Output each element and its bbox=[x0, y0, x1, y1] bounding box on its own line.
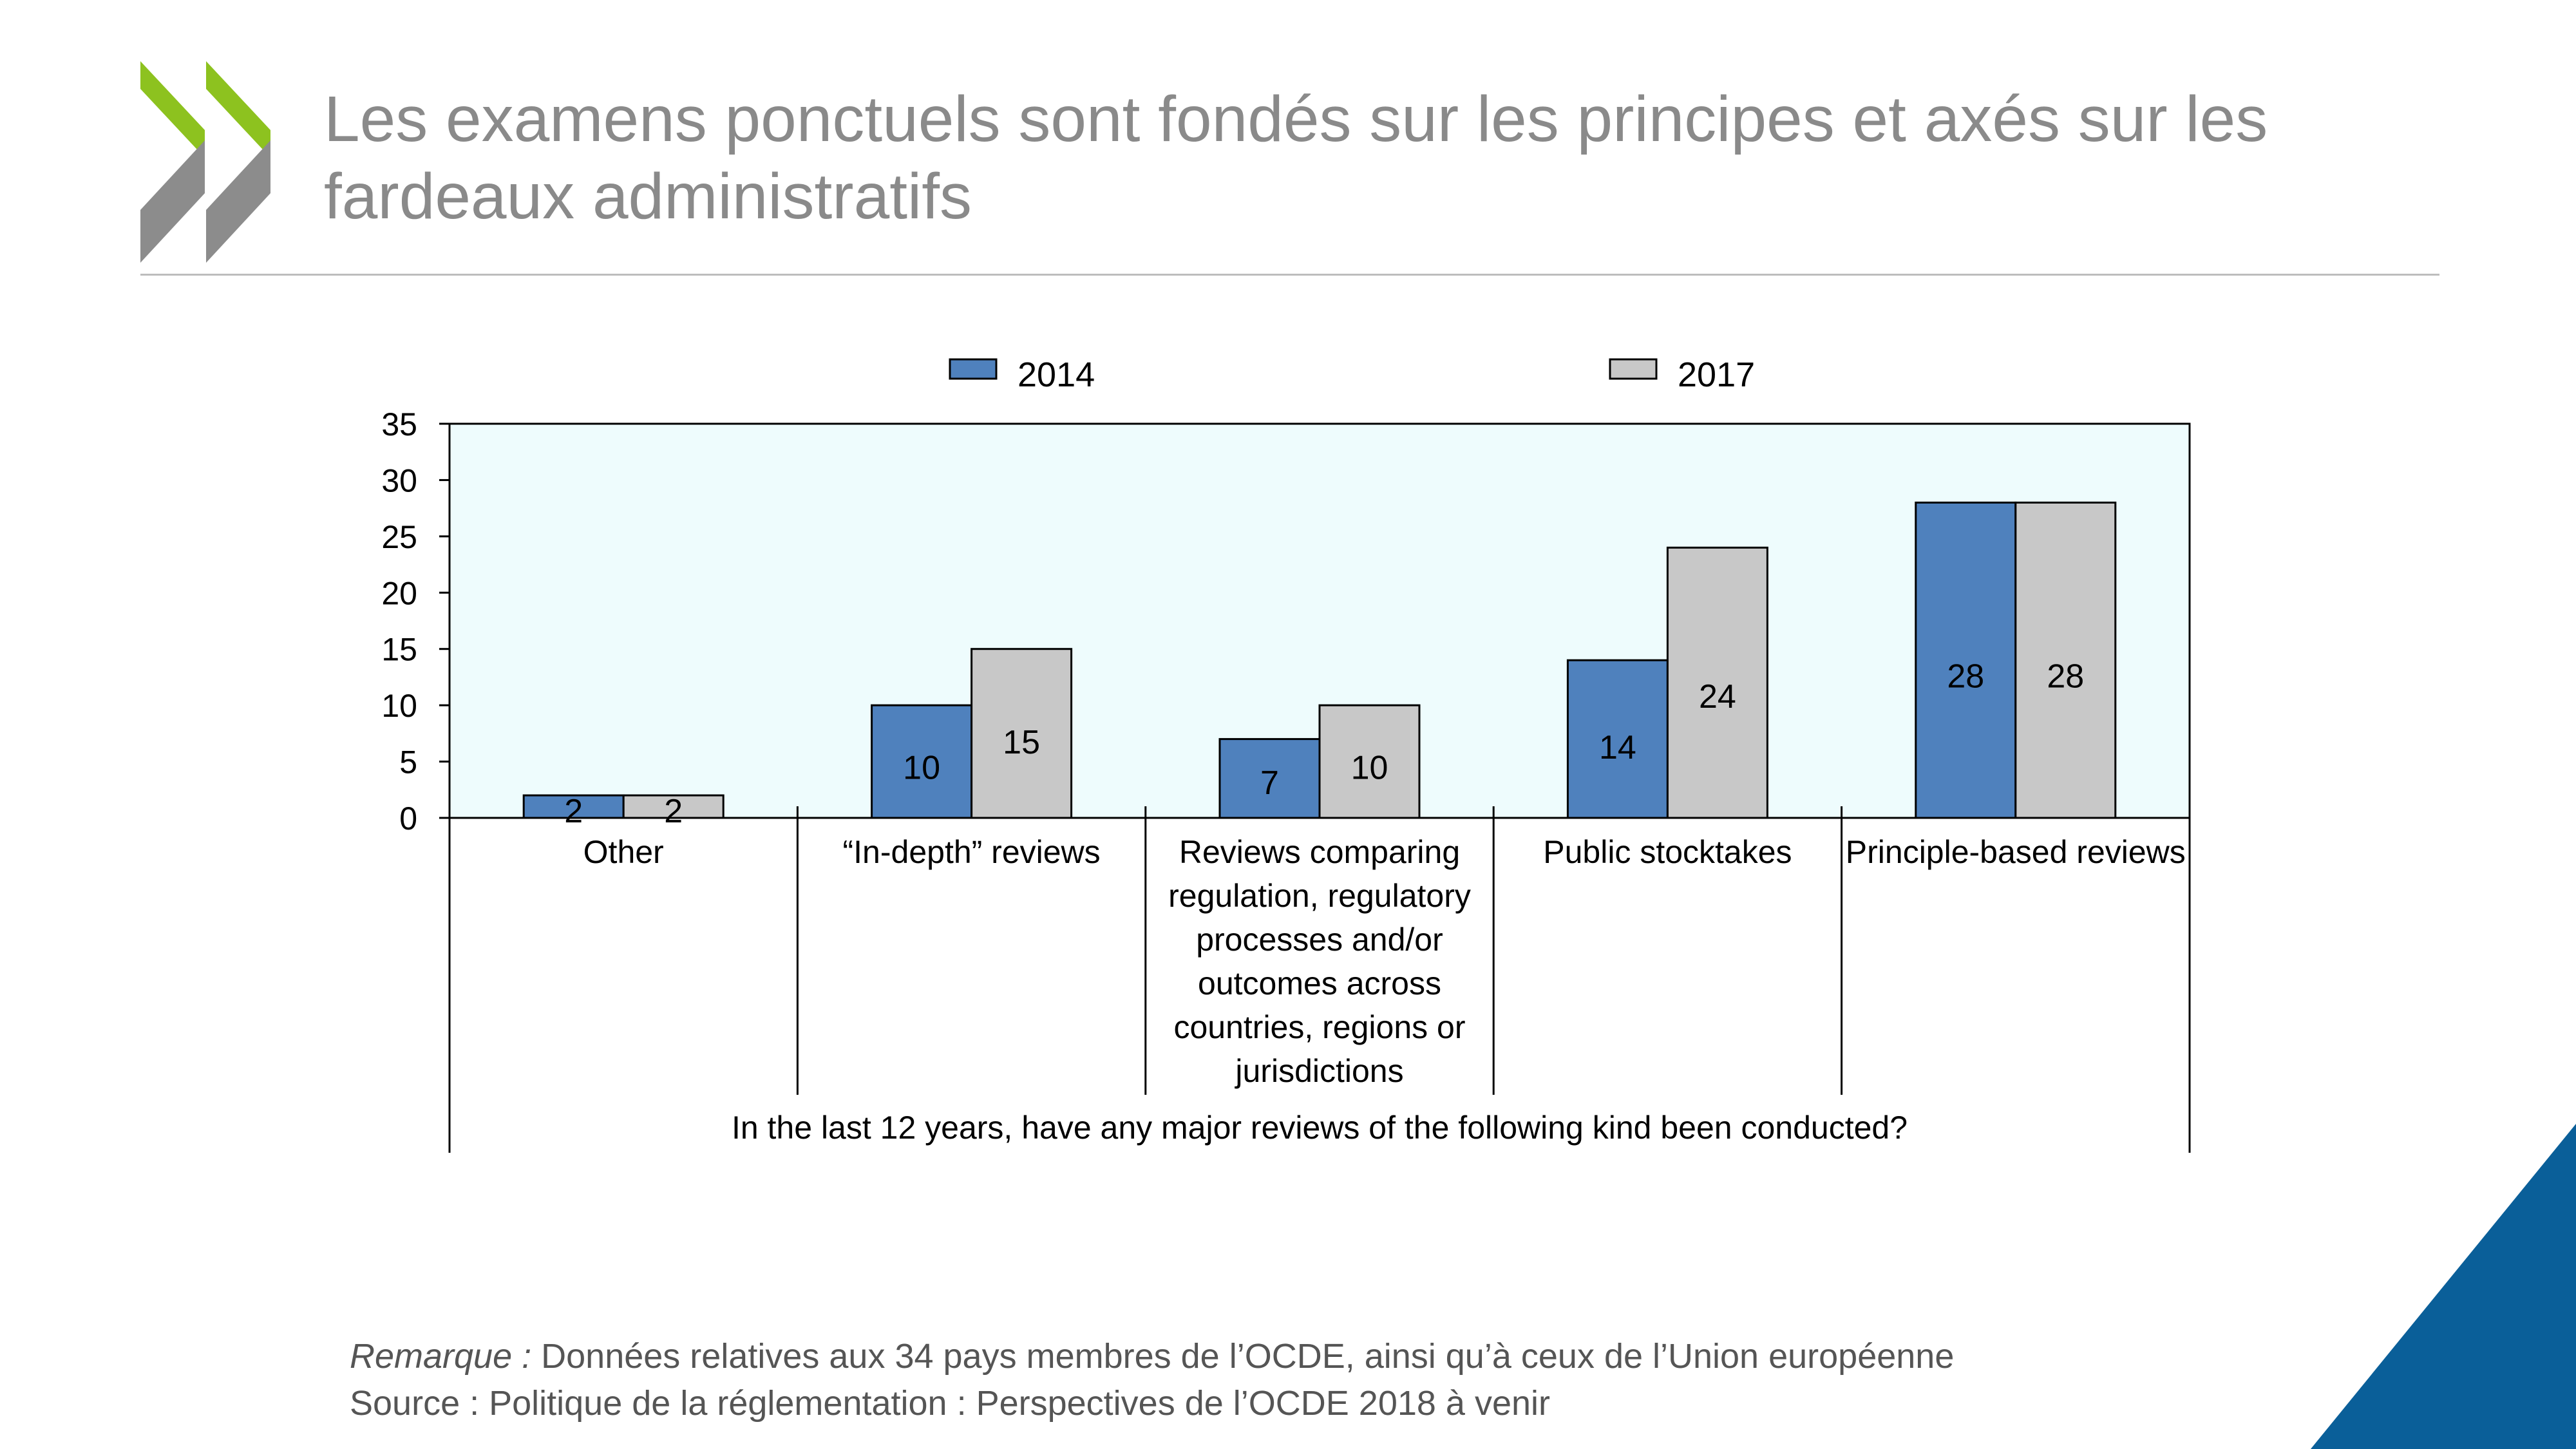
data-label-2017-3: 24 bbox=[1699, 678, 1736, 715]
data-label-2014-1: 10 bbox=[903, 749, 940, 786]
bar-2017-3 bbox=[1666, 546, 1768, 819]
category-label-0-0: Other bbox=[583, 834, 664, 870]
legend-swatch-2014 bbox=[949, 358, 998, 380]
note-text: Données relatives aux 34 pays membres de… bbox=[531, 1337, 1955, 1376]
y-tick-label-2: 10 bbox=[381, 688, 417, 724]
data-label-2014-3: 14 bbox=[1599, 729, 1636, 766]
y-tick-label-0: 0 bbox=[399, 800, 417, 837]
chart-source: Source : Politique de la réglementation … bbox=[350, 1384, 1551, 1423]
y-tick-label-6: 30 bbox=[381, 462, 417, 498]
data-label-2017-0: 2 bbox=[664, 793, 683, 830]
y-tick-label-3: 15 bbox=[381, 632, 417, 668]
bar-2014-3 bbox=[1566, 659, 1669, 819]
bar-2014-4 bbox=[1915, 501, 2017, 819]
bar-2014-2 bbox=[1218, 738, 1321, 819]
category-label-2-1: regulation, regulatory bbox=[1168, 878, 1471, 914]
category-label-2-2: processes and/or bbox=[1196, 922, 1443, 958]
category-label-2-0: Reviews comparing bbox=[1179, 834, 1460, 870]
y-tick-label-7: 35 bbox=[381, 406, 417, 442]
corner-triangle-shape bbox=[2311, 1124, 2576, 1449]
category-label-4-0: Principle-based reviews bbox=[1846, 834, 2186, 870]
x-axis-label: In the last 12 years, have any major rev… bbox=[732, 1110, 1908, 1146]
slide-title: Les examens ponctuels sont fondés sur le… bbox=[324, 83, 2268, 232]
data-label-2017-1: 15 bbox=[1003, 724, 1040, 761]
data-label-2017-2: 10 bbox=[1351, 749, 1388, 786]
bar-2017-1 bbox=[971, 648, 1073, 819]
legend-label-2014: 2014 bbox=[1018, 355, 1095, 394]
y-tick-label-5: 25 bbox=[381, 519, 417, 555]
category-label-2-4: countries, regions or bbox=[1173, 1009, 1465, 1045]
bar-2017-4 bbox=[2014, 501, 2117, 819]
category-label-2-5: jurisdictions bbox=[1234, 1053, 1403, 1089]
legend-swatch-2017 bbox=[1609, 358, 1658, 380]
data-label-2014-4: 28 bbox=[1947, 658, 1984, 696]
data-label-2017-4: 28 bbox=[2047, 658, 2084, 696]
y-tick-label-1: 5 bbox=[399, 744, 417, 781]
category-label-1-0: “In-depth” reviews bbox=[843, 834, 1101, 870]
category-label-2-3: outcomes across bbox=[1198, 965, 1441, 1001]
title-divider bbox=[140, 274, 2439, 276]
category-label-3-0: Public stocktakes bbox=[1543, 834, 1792, 870]
y-tick-label-4: 20 bbox=[381, 575, 417, 611]
logo-chevron-1-gray bbox=[140, 140, 205, 263]
chart-note: Remarque : Données relatives aux 34 pays… bbox=[350, 1336, 1954, 1376]
logo-chevron-1-green bbox=[140, 61, 205, 158]
legend-label-2017: 2017 bbox=[1678, 355, 1755, 394]
logo-chevron-2-green bbox=[206, 61, 270, 158]
logo-chevron-2-gray bbox=[206, 140, 270, 263]
data-label-2014-2: 7 bbox=[1260, 764, 1279, 802]
oecd-logo bbox=[140, 61, 270, 263]
data-label-2014-0: 2 bbox=[564, 793, 583, 830]
bar-2017-2 bbox=[1318, 704, 1421, 819]
note-prefix: Remarque : bbox=[350, 1337, 532, 1376]
